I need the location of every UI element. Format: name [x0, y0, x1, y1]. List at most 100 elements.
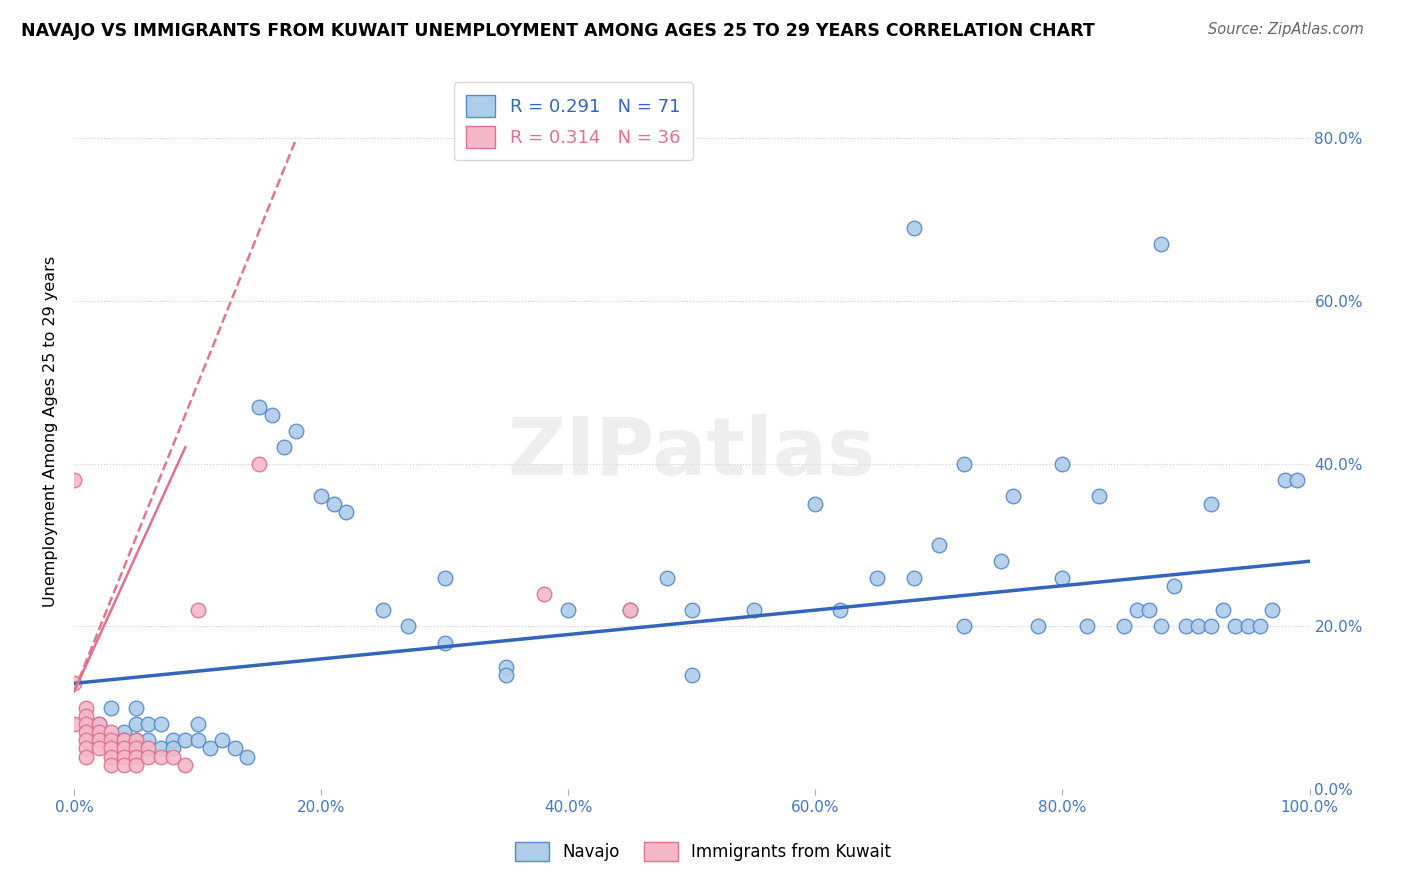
- Point: [125, 717, 148, 731]
- Point: [952, 457, 974, 471]
- Point: [236, 749, 259, 764]
- Point: [100, 741, 122, 756]
- Point: [681, 603, 703, 617]
- Point: [162, 741, 184, 756]
- Point: [125, 700, 148, 714]
- Point: [1261, 603, 1284, 617]
- Point: [112, 733, 135, 747]
- Point: [87, 717, 110, 731]
- Point: [136, 749, 159, 764]
- Point: [75, 741, 97, 756]
- Point: [1199, 497, 1222, 511]
- Point: [1052, 570, 1074, 584]
- Point: [247, 457, 270, 471]
- Point: [112, 733, 135, 747]
- Text: NAVAJO VS IMMIGRANTS FROM KUWAIT UNEMPLOYMENT AMONG AGES 25 TO 29 YEARS CORRELAT: NAVAJO VS IMMIGRANTS FROM KUWAIT UNEMPLO…: [21, 22, 1095, 40]
- Point: [63, 473, 86, 487]
- Text: Source: ZipAtlas.com: Source: ZipAtlas.com: [1208, 22, 1364, 37]
- Point: [100, 725, 122, 739]
- Point: [903, 220, 925, 235]
- Point: [866, 570, 889, 584]
- Point: [75, 725, 97, 739]
- Point: [1187, 619, 1209, 633]
- Point: [1163, 579, 1185, 593]
- Point: [187, 717, 209, 731]
- Point: [1125, 603, 1147, 617]
- Point: [1249, 619, 1271, 633]
- Point: [1137, 603, 1160, 617]
- Point: [396, 619, 419, 633]
- Point: [162, 733, 184, 747]
- Point: [125, 749, 148, 764]
- Point: [63, 676, 86, 690]
- Point: [309, 489, 332, 503]
- Point: [87, 725, 110, 739]
- Point: [149, 749, 172, 764]
- Legend: R = 0.291   N = 71, R = 0.314   N = 36: R = 0.291 N = 71, R = 0.314 N = 36: [454, 82, 693, 161]
- Point: [75, 749, 97, 764]
- Point: [619, 603, 641, 617]
- Point: [63, 717, 86, 731]
- Point: [433, 570, 456, 584]
- Point: [100, 749, 122, 764]
- Point: [75, 717, 97, 731]
- Point: [371, 603, 394, 617]
- Point: [149, 741, 172, 756]
- Point: [1150, 619, 1173, 633]
- Point: [1026, 619, 1049, 633]
- Point: [100, 733, 122, 747]
- Point: [260, 408, 283, 422]
- Point: [742, 603, 765, 617]
- Legend: Navajo, Immigrants from Kuwait: Navajo, Immigrants from Kuwait: [509, 835, 897, 868]
- Point: [1236, 619, 1258, 633]
- Point: [162, 749, 184, 764]
- Point: [1088, 489, 1111, 503]
- Point: [1150, 236, 1173, 251]
- Point: [87, 717, 110, 731]
- Point: [1212, 603, 1234, 617]
- Point: [75, 733, 97, 747]
- Point: [828, 603, 851, 617]
- Point: [125, 733, 148, 747]
- Point: [903, 570, 925, 584]
- Point: [112, 749, 135, 764]
- Point: [928, 538, 950, 552]
- Point: [75, 700, 97, 714]
- Point: [187, 603, 209, 617]
- Point: [174, 757, 197, 772]
- Point: [87, 733, 110, 747]
- Point: [495, 660, 517, 674]
- Point: [198, 741, 221, 756]
- Point: [136, 733, 159, 747]
- Point: [136, 717, 159, 731]
- Point: [1076, 619, 1098, 633]
- Point: [112, 757, 135, 772]
- Point: [75, 709, 97, 723]
- Point: [87, 741, 110, 756]
- Point: [273, 441, 295, 455]
- Point: [1052, 457, 1074, 471]
- Point: [1225, 619, 1247, 633]
- Point: [1001, 489, 1024, 503]
- Y-axis label: Unemployment Among Ages 25 to 29 years: Unemployment Among Ages 25 to 29 years: [44, 255, 58, 607]
- Point: [247, 400, 270, 414]
- Point: [125, 733, 148, 747]
- Point: [433, 635, 456, 649]
- Point: [533, 587, 555, 601]
- Point: [804, 497, 827, 511]
- Point: [224, 741, 246, 756]
- Point: [112, 741, 135, 756]
- Point: [1199, 619, 1222, 633]
- Point: [149, 717, 172, 731]
- Point: [335, 505, 357, 519]
- Point: [125, 757, 148, 772]
- Point: [681, 668, 703, 682]
- Point: [495, 668, 517, 682]
- Point: [187, 733, 209, 747]
- Point: [285, 424, 308, 438]
- Point: [990, 554, 1012, 568]
- Point: [211, 733, 233, 747]
- Point: [322, 497, 344, 511]
- Point: [1274, 473, 1296, 487]
- Point: [112, 725, 135, 739]
